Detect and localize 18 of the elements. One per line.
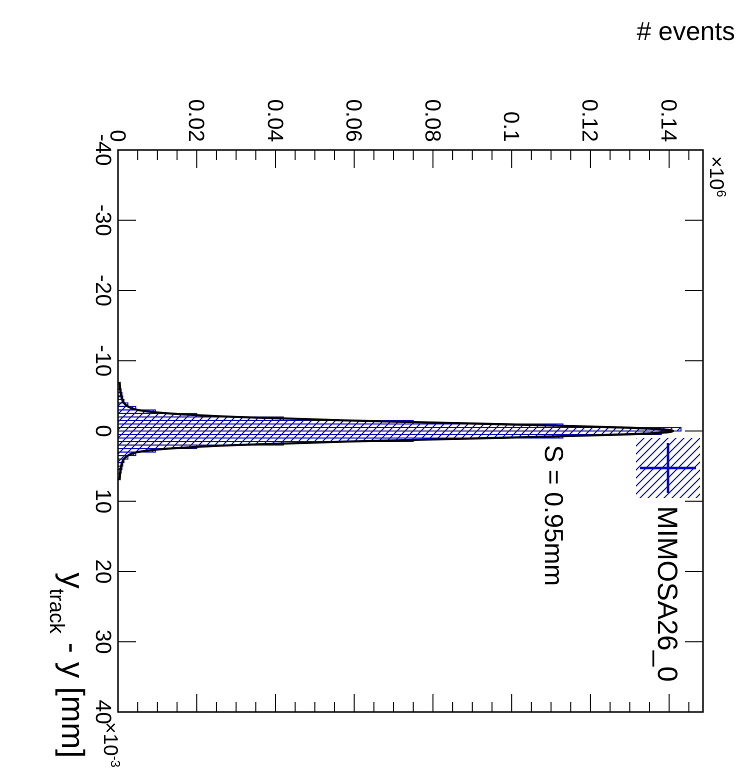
y-tick-label: 0 <box>91 424 116 438</box>
y-tick-label: -20 <box>91 274 116 306</box>
annotation: S = 0.95mm <box>539 445 569 586</box>
y-tick-label: 20 <box>91 559 116 584</box>
y-tick-label: 10 <box>91 489 116 514</box>
x-tick-label: 0.08 <box>420 99 446 142</box>
x-tick-label: 0.14 <box>656 99 682 142</box>
text: MIMOSA26_0 <box>652 506 684 682</box>
y-tick-label: -10 <box>91 344 116 377</box>
x-tick-label: 0.1 <box>498 111 524 142</box>
x-axis-title: # events <box>636 16 735 46</box>
x-tick-label: 0.06 <box>342 99 367 142</box>
x-tick-label: 0.12 <box>578 99 603 142</box>
x-tick-label: 0.02 <box>184 99 210 142</box>
y-tick-label: 30 <box>91 630 116 654</box>
y-tick-label: 40 <box>91 700 116 724</box>
y-tick-label: -30 <box>91 204 116 236</box>
x-tick-label: 0.04 <box>262 99 288 142</box>
